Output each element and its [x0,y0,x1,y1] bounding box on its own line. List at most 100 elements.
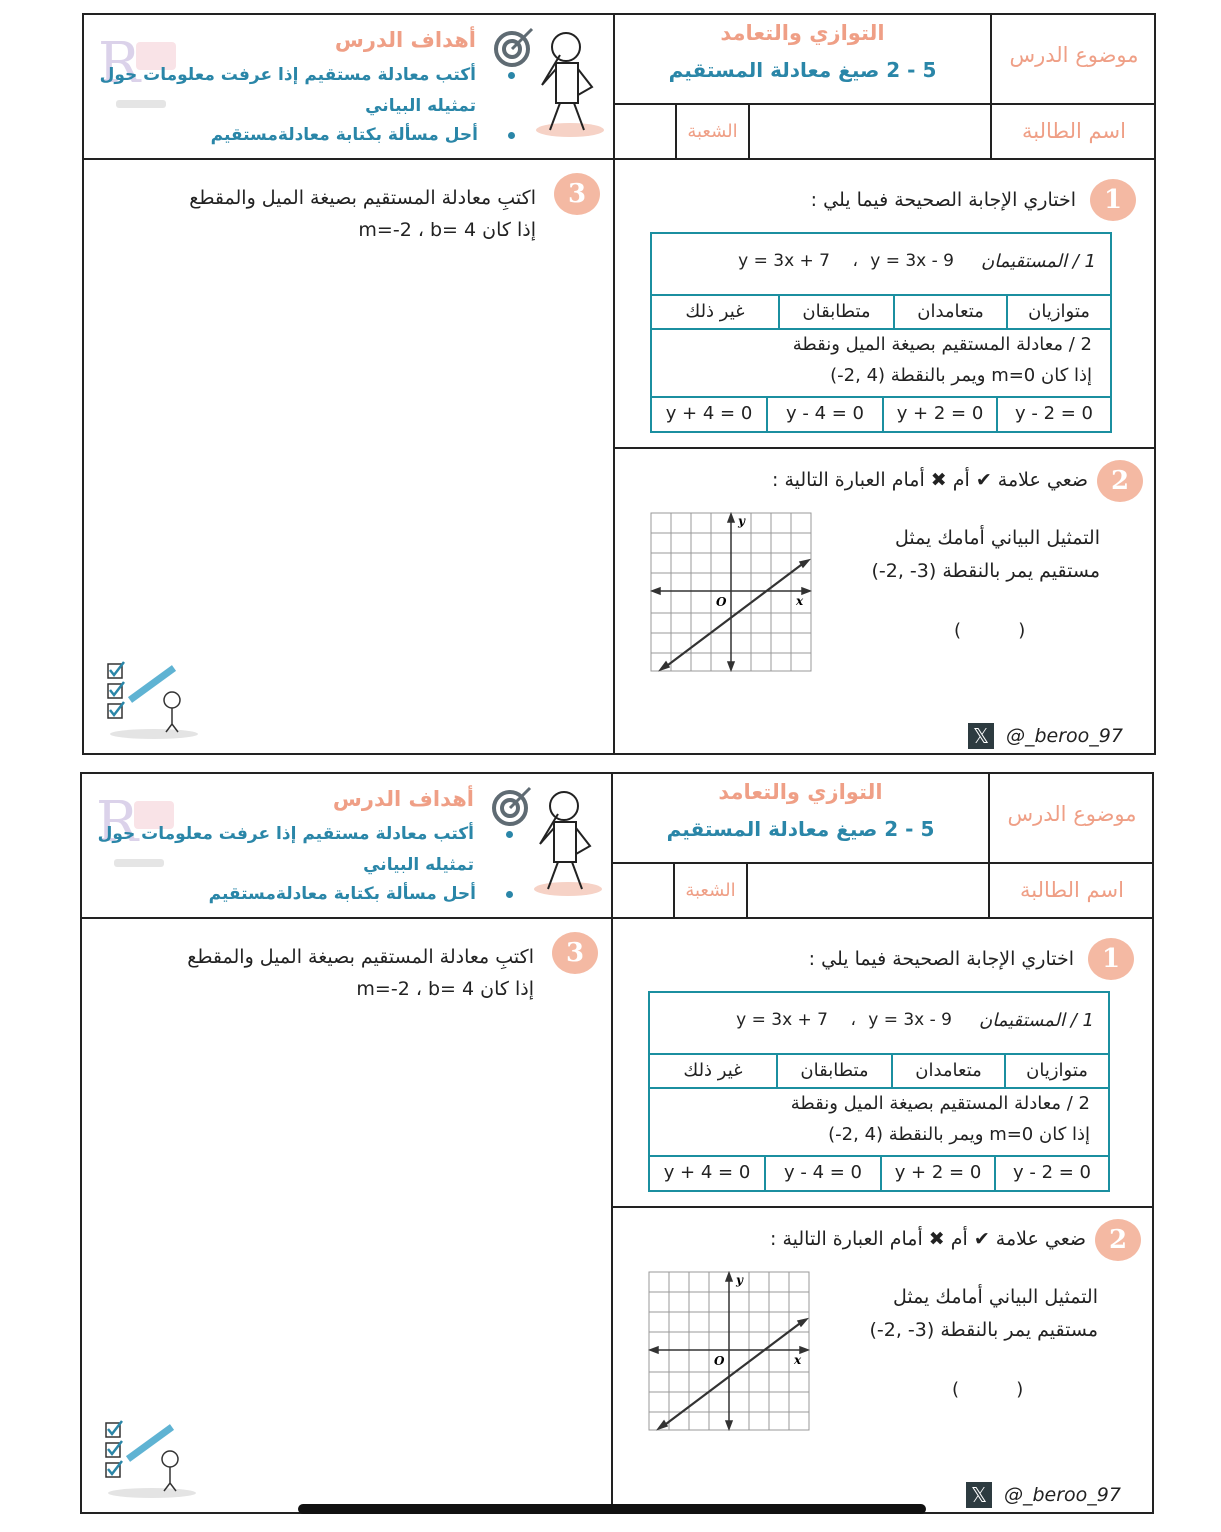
thinking-figure-icon [530,784,602,899]
q3-line2: إذا كان m=-2 ، b= 4 [358,219,536,241]
option[interactable]: y - 2 = 0 [996,398,1110,431]
student-name-field[interactable] [750,107,990,157]
equation: y = 3x - 9 [868,1010,952,1030]
section-box-line [746,862,748,919]
thinking-figure-icon [532,25,604,140]
option[interactable]: y + 4 = 0 [663,1162,751,1183]
option[interactable]: y + 4 = 0 [665,403,753,424]
vertical-divider [611,774,613,1514]
question-number-badge: 2 [1097,460,1143,502]
option[interactable]: متطابقان [776,1055,891,1087]
answer-blank[interactable]: ( ) [954,620,1026,641]
origin-label: O [714,1354,725,1368]
separator: ، [850,1010,857,1030]
student-name-label: اسم الطالبة [1022,119,1126,143]
q1-item2-options: y - 2 = 0 y + 2 = 0 y - 4 = 0 y + 4 = 0 [652,398,1110,431]
goals-title: أهداف الدرس [334,28,476,52]
option[interactable]: متعامدان [893,296,1006,328]
question-number-badge: 1 [1090,179,1136,221]
scrollbar[interactable] [298,1504,926,1514]
answer-blank[interactable]: ( ) [952,1379,1024,1400]
student-name-label: اسم الطالبة [1020,878,1124,902]
question-number-badge: 1 [1088,938,1134,980]
goals-title: أهداف الدرس [332,787,474,811]
unit-title: التوازي والتعامد [718,780,883,804]
option[interactable]: غير ذلك [685,301,745,322]
goal-item-continued: تمثيله البياني [363,855,474,875]
q3-line1: اكتبِ معادلة المستقيم بصيغة الميل والمقط… [189,187,536,209]
q1-item2-row: 2 / معادلة المستقيم بصيغة الميل ونقطة إذ… [650,1089,1108,1157]
line-graph-image: y x O [647,1270,811,1432]
option[interactable]: متطابقان [778,296,893,328]
target-icon [494,27,534,67]
bullet-icon [508,132,515,139]
vertical-divider [613,15,615,755]
q3-line1: اكتبِ معادلة المستقيم بصيغة الميل والمقط… [187,946,534,968]
q1-item1-text: 1 / المستقيمان [979,1010,1094,1031]
social-handle: @_beroo_97 [1004,1484,1121,1506]
x-logo-icon: 𝕏 [966,1482,992,1508]
section-field[interactable] [615,107,675,157]
option[interactable]: y - 2 = 0 [994,1157,1108,1190]
header-bottom-line [84,158,1156,160]
q2-title: ضعي علامة ✔ أم ✖ أمام العبارة التالية : [772,469,1088,491]
q1-item1-options: متوازيان متعامدان متطابقان غير ذلك [652,296,1110,330]
q1-item2-options: y - 2 = 0 y + 2 = 0 y - 4 = 0 y + 4 = 0 [650,1157,1108,1190]
separator: ، [852,251,859,271]
x-logo-icon: 𝕏 [968,723,994,749]
q1-item1-options: متوازيان متعامدان متطابقان غير ذلك [650,1055,1108,1089]
section-box-line [673,862,675,919]
option[interactable]: متعامدان [891,1055,1004,1087]
logo: R [94,789,184,869]
question-number-badge: 2 [1095,1219,1141,1261]
header-divider [613,862,1154,864]
student-name-field[interactable] [748,866,988,916]
worksheet: موضوع الدرس التوازي والتعامد 5 - 2 صيغ م… [80,772,1154,1514]
equation: y = 3x + 7 [738,251,830,271]
goal-item: أحل مسألة بكتابة معادلةمستقيم [210,125,478,145]
option[interactable]: y + 2 = 0 [880,1157,994,1190]
q2-statement: التمثيل البياني أمامك يمثل [892,1286,1098,1308]
section-label: الشعبة [685,880,736,901]
unit-title: التوازي والتعامد [720,21,885,45]
bullet-icon [508,72,515,79]
option[interactable]: y - 4 = 0 [766,398,882,431]
header-bottom-line [82,917,1154,919]
y-axis-label: y [737,514,746,528]
header-divider [615,103,1156,105]
q1-item1-row: 1 / المستقيمان y = 3x - 9 ، y = 3x + 7 [652,234,1110,296]
q1-title: اختاري الإجابة الصحيحة فيما يلي : [810,189,1076,211]
option[interactable]: y + 2 = 0 [882,398,996,431]
option[interactable]: غير ذلك [683,1060,743,1081]
bullet-icon [506,891,513,898]
q3-line2: إذا كان m=-2 ، b= 4 [356,978,534,1000]
option[interactable]: متوازيان [1004,1055,1108,1087]
section-box-line [748,103,750,160]
checklist-pencil-icon [104,660,199,740]
q2-statement-point: مستقيم يمر بالنقطة (3- ,2-) [869,1319,1098,1341]
social-handle: @_beroo_97 [1006,725,1123,747]
q2-statement-point: مستقيم يمر بالنقطة (3- ,2-) [871,560,1100,582]
section-field[interactable] [613,866,673,916]
section-label: الشعبة [687,121,738,142]
option[interactable]: متوازيان [1006,296,1110,328]
topic-label: موضوع الدرس [1007,802,1137,826]
q1-item1-text: 1 / المستقيمان [981,251,1096,272]
x-axis-label: x [795,594,804,608]
header-col-divider [990,15,992,160]
x-axis-label: x [793,1353,802,1367]
checklist-pencil-icon [102,1419,197,1499]
section-box-line [675,103,677,160]
q1-title: اختاري الإجابة الصحيحة فيما يلي : [808,948,1074,970]
svg-text:R: R [98,31,142,96]
worksheet: موضوع الدرس التوازي والتعامد 5 - 2 صيغ م… [82,13,1156,755]
option[interactable]: y - 4 = 0 [764,1157,880,1190]
q1-table: 1 / المستقيمان y = 3x - 9 ، y = 3x + 7 م… [650,232,1112,433]
lesson-title: 5 - 2 صيغ معادلة المستقيم [668,58,937,82]
topic-label: موضوع الدرس [1009,43,1139,67]
target-icon [492,786,532,826]
q1-item1-row: 1 / المستقيمان y = 3x - 9 ، y = 3x + 7 [650,993,1108,1055]
q1-item2-line2: إذا كان m=0 ويمر بالنقطة (4 ,2-) [828,1124,1090,1145]
question-number-badge: 3 [554,173,600,215]
goal-item: أكتب معادلة مستقيم إذا عرفت معلومات حول [99,65,476,85]
